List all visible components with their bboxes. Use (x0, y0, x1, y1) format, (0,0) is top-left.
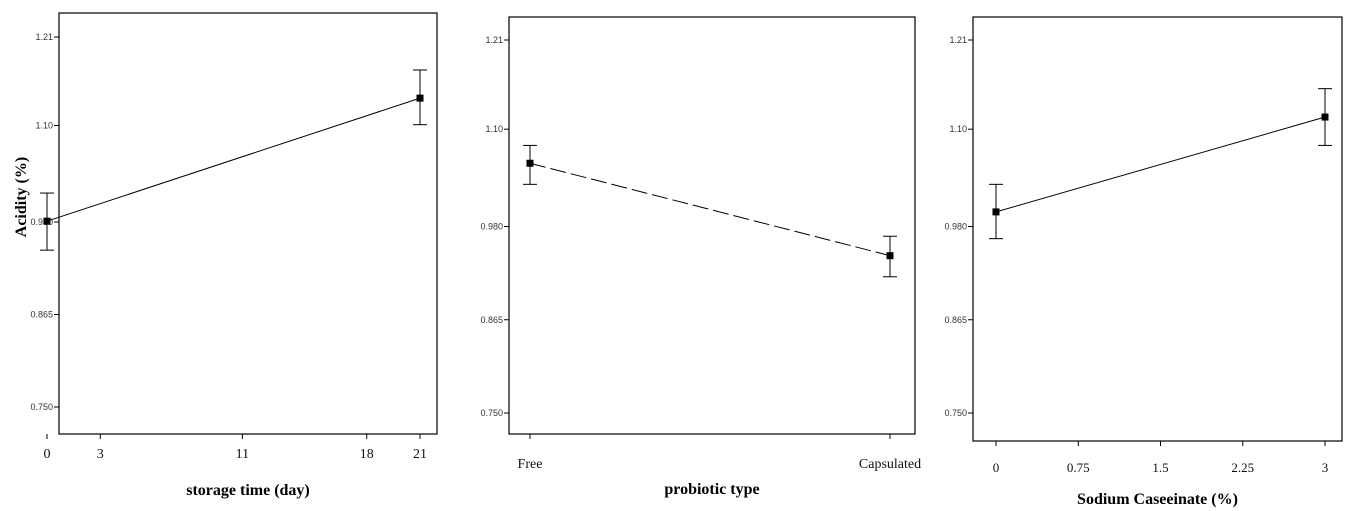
series-line (46, 97, 421, 222)
y-tick-label: 1.10 (949, 124, 967, 134)
y-tick-label: 1.21 (949, 35, 967, 45)
plot-frame (58, 12, 438, 435)
y-tick-label: 0.865 (944, 315, 967, 325)
data-point (992, 208, 1000, 216)
x-tick-label: 1.5 (1152, 460, 1168, 475)
chart-panel-2: 0.750 0.865 0.980 1.10 1.21 Free Capsulated pro… (480, 16, 921, 498)
x-tick-label: Free (518, 457, 543, 472)
x-tick-label: Capsulated (859, 457, 921, 472)
y-tick-label: 0.865 (30, 310, 53, 320)
x-tick-label: 0.75 (1067, 460, 1090, 475)
y-tick-label: 0.750 (944, 408, 967, 418)
data-point (43, 217, 51, 225)
x-tick-label: 11 (236, 447, 249, 462)
x-tick-label: 3 (97, 447, 104, 462)
plot-frame (508, 16, 916, 435)
y-axis-title: Acidity (%) (13, 157, 30, 237)
y-tick-label: 0.980 (30, 217, 53, 227)
x-axis-title: probiotic type (664, 481, 759, 498)
y-tick-label: 0.750 (480, 408, 503, 418)
data-point (886, 252, 894, 260)
y-tick-label: 1.10 (485, 124, 503, 134)
data-point (526, 159, 534, 167)
x-tick-label: 0 (993, 460, 1000, 475)
x-axis-title: storage time (day) (186, 482, 310, 499)
x-tick-label: 2.25 (1231, 460, 1254, 475)
y-tick-label: 0.980 (480, 222, 503, 232)
data-point (1321, 113, 1329, 121)
y-tick-label: 1.21 (485, 35, 503, 45)
x-tick-label: 18 (360, 447, 374, 462)
series-line (995, 116, 1326, 213)
x-axis-title: Sodium Caseeinate (%) (1077, 491, 1238, 508)
chart-panel-1: 0.750 0.865 0.980 1.10 1.21 0 3 11 18 21 storage t… (30, 12, 438, 499)
y-tick-label: 1.21 (35, 32, 53, 42)
x-tick-label: 3 (1322, 460, 1329, 475)
data-point (416, 94, 424, 102)
x-tick-label: 0 (44, 447, 51, 462)
y-tick-label: 1.10 (35, 120, 53, 130)
chart-panel-3: 0.750 0.865 0.980 1.10 1.21 0 0.75 1.5 2.25 3 Sodi… (944, 16, 1343, 508)
plot-frame (972, 16, 1343, 442)
y-tick-label: 0.865 (480, 315, 503, 325)
series-line (529, 162, 891, 257)
y-tick-label: 0.750 (30, 402, 53, 412)
x-tick-label: 21 (413, 447, 427, 462)
y-tick-label: 0.980 (944, 222, 967, 232)
